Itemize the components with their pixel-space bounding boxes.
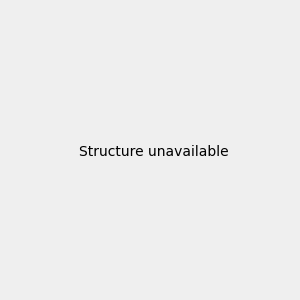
Text: Structure unavailable: Structure unavailable [79,145,229,158]
